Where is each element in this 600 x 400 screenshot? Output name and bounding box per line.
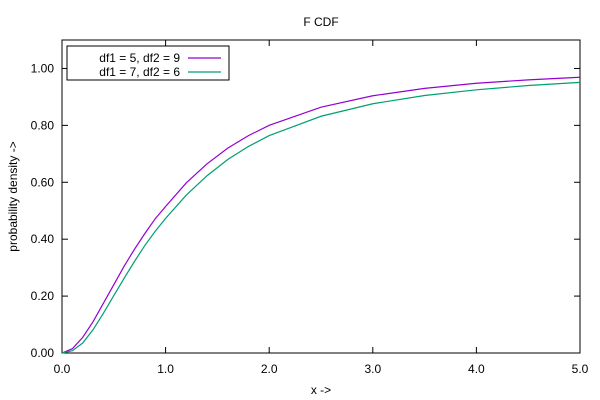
x-tick-label: 2.0 [261, 362, 278, 376]
y-tick-label: 0.40 [31, 232, 55, 246]
series-lines [61, 76, 581, 354]
y-axis-ticks: 0.00 0.20 0.40 0.60 0.80 1.00 [31, 61, 580, 360]
legend-box [66, 45, 230, 81]
y-tick-label: 0.20 [31, 289, 55, 303]
x-tick-label: 5.0 [572, 362, 589, 376]
y-axis-label: probability density -> [6, 141, 20, 251]
x-tick-label: 0.0 [54, 362, 71, 376]
y-tick-label: 0.80 [31, 118, 55, 132]
series-line-1 [61, 76, 581, 354]
x-tick-label: 4.0 [468, 362, 485, 376]
series-line-2 [61, 81, 581, 354]
legend-label-1: df1 = 5, df2 = 9 [99, 51, 180, 65]
x-tick-label: 3.0 [364, 362, 381, 376]
plot-frame [61, 39, 581, 354]
y-tick-label: 0.60 [31, 175, 55, 189]
x-tick-label: 1.0 [157, 362, 174, 376]
y-tick-label: 1.00 [31, 61, 55, 75]
chart-title: F CDF [303, 15, 338, 29]
x-axis-ticks: 0.0 1.0 2.0 3.0 4.0 5.0 [54, 40, 589, 376]
y-tick-label: 0.00 [31, 346, 55, 360]
legend-label-2: df1 = 7, df2 = 6 [99, 65, 180, 79]
x-axis-label: x -> [311, 383, 331, 397]
